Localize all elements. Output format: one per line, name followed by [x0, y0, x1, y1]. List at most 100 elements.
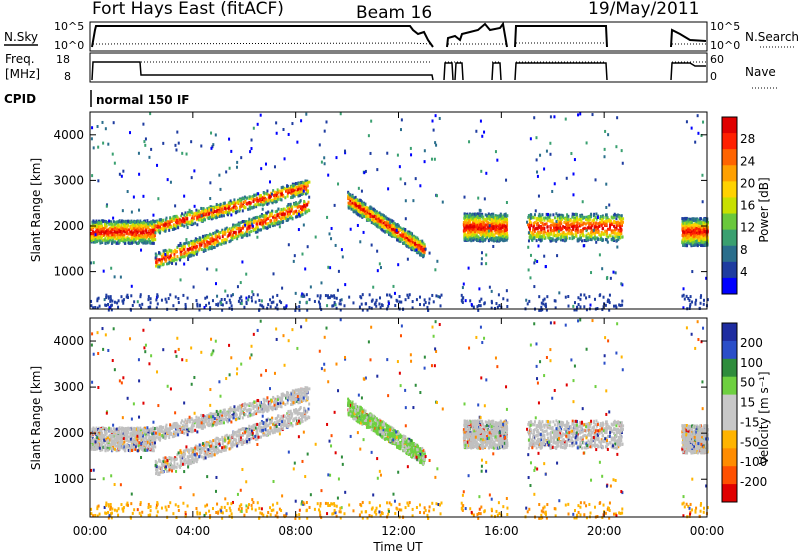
power-pixel: [695, 234, 698, 238]
noise-tick-high-left: 10^5: [54, 20, 84, 33]
power-pixel: [540, 231, 543, 235]
power-pixel: [475, 214, 478, 218]
power-pixel: [476, 220, 479, 224]
power-pixel: [102, 234, 105, 238]
power-pixel: [301, 191, 304, 195]
power-pixel: [561, 216, 564, 220]
nave-tick-0: 0: [710, 70, 717, 83]
power-pixel: [685, 225, 688, 229]
power-pixel: [241, 219, 244, 223]
power-pixel: [528, 227, 531, 231]
power-pixel: [264, 162, 267, 166]
power-pixel: [570, 230, 573, 234]
power-pixel: [152, 238, 155, 242]
power-pixel: [492, 212, 495, 216]
power-pixel: [688, 238, 691, 242]
power-pixel: [580, 223, 583, 227]
power-pixel: [138, 234, 141, 238]
power-pixel: [183, 255, 186, 259]
power-pixel: [473, 218, 476, 222]
power-pixel: [196, 213, 199, 217]
power-pixel: [690, 232, 693, 236]
power-pixel: [157, 229, 160, 233]
power-pixel: [164, 259, 167, 263]
power-pixel: [111, 228, 114, 232]
power-pixel: [688, 217, 691, 221]
power-pixel: [109, 222, 112, 226]
noise-tick-low-right: 10^0: [710, 39, 740, 52]
power-pixel: [385, 219, 388, 223]
power-pixel: [535, 136, 538, 140]
power-pixel: [273, 223, 276, 227]
power-pixel: [279, 220, 282, 224]
power-pixel: [195, 252, 198, 256]
power-pixel: [299, 181, 302, 185]
power-pixel: [561, 232, 564, 236]
power-pixel: [265, 218, 268, 222]
power-pixel: [481, 222, 484, 226]
power-pixel: [224, 241, 227, 245]
power-pixel: [244, 200, 247, 204]
power-pixel: [304, 184, 307, 188]
power-pixel: [154, 238, 157, 242]
power-pixel: [416, 240, 419, 244]
power-pixel: [380, 214, 383, 218]
power-pixel: [94, 220, 97, 224]
power-pixel: [294, 192, 297, 196]
power-pixel: [170, 219, 173, 223]
power-pixel: [472, 233, 475, 237]
power-pixel: [243, 233, 246, 237]
power-pixel: [582, 234, 585, 238]
power-pixel: [281, 188, 284, 192]
power-pixel: [585, 215, 588, 219]
power-pixel: [698, 228, 701, 232]
power-pixel: [270, 194, 273, 198]
power-pixel: [591, 224, 594, 228]
power-pixel: [225, 226, 228, 230]
power-pixel: [608, 301, 611, 305]
power-pixel: [535, 235, 538, 239]
power-pixel: [159, 229, 162, 233]
power-pixel: [271, 222, 274, 226]
power-pixel: [202, 239, 205, 243]
power-pixel: [543, 234, 546, 238]
power-pixel: [167, 223, 170, 227]
power-pixel: [579, 235, 582, 239]
power-pixel: [306, 203, 309, 207]
power-pixel: [574, 229, 577, 233]
power-pixel: [159, 222, 162, 226]
power-pixel: [407, 237, 410, 241]
power-pixel: [220, 204, 223, 208]
power-pixel: [131, 220, 134, 224]
power-pixel: [616, 239, 619, 243]
power-pixel: [399, 228, 402, 232]
power-pixel: [286, 218, 289, 222]
power-pixel: [198, 247, 201, 251]
power-pixel: [227, 203, 230, 207]
power-pixel: [227, 206, 230, 210]
power-pixel: [302, 208, 305, 212]
power-pixel: [218, 204, 221, 208]
power-pixel: [240, 204, 243, 208]
power-pixel: [123, 224, 126, 228]
power-pixel: [354, 210, 357, 214]
power-pixel: [295, 209, 298, 213]
power-pixel: [607, 235, 610, 239]
power-pixel: [694, 243, 697, 247]
power-pixel: [293, 185, 296, 189]
power-pixel: [215, 234, 218, 238]
power-pixel: [162, 249, 165, 253]
power-pixel: [302, 181, 305, 185]
power-pixel: [214, 240, 217, 244]
power-pixel: [435, 143, 438, 147]
power-pixel: [293, 188, 296, 192]
power-pixel: [581, 231, 584, 235]
power-pixel: [500, 229, 503, 233]
power-pixel: [263, 191, 266, 195]
power-pixel: [248, 230, 251, 234]
power-pixel: [420, 247, 423, 251]
power-pixel: [559, 238, 562, 242]
power-pixel: [213, 210, 216, 214]
power-pixel: [590, 228, 593, 232]
power-pixel: [236, 210, 239, 214]
